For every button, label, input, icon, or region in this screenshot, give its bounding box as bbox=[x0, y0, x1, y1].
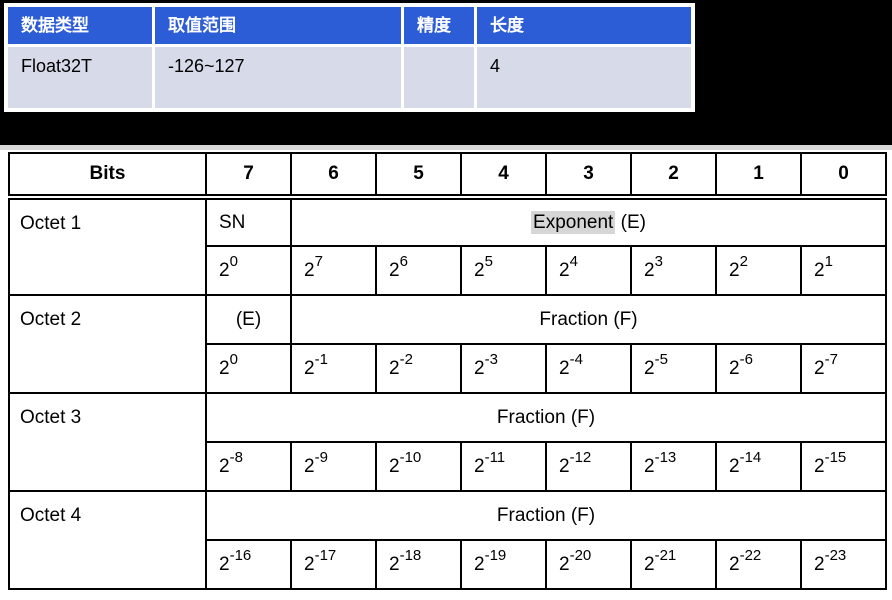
octet1-fields-row: Octet 1 SN Exponent (E) bbox=[8, 196, 887, 296]
octet4-power-7: 2-23 bbox=[800, 539, 887, 590]
octet1-label: Octet 1 bbox=[8, 196, 207, 296]
octet1-power-0: 20 bbox=[205, 245, 292, 296]
octet1-power-3: 25 bbox=[460, 245, 547, 296]
octet4-power-2: 2-18 bbox=[375, 539, 462, 590]
octet1-power-6: 22 bbox=[715, 245, 802, 296]
octet2-power-5: 2-5 bbox=[630, 343, 717, 394]
octet2-powers-row: 20 2-1 2-2 2-3 2-4 2-5 2-6 2-7 bbox=[9, 343, 887, 394]
spec-header-value-range: 取值范围 bbox=[155, 7, 401, 44]
octet3-power-3: 2-11 bbox=[460, 441, 547, 492]
spec-cell-precision bbox=[404, 47, 474, 108]
bit-table: Bits 7 6 5 4 3 2 1 0 Octet 1 SN Exponent… bbox=[8, 152, 887, 590]
spec-header-data-type: 数据类型 bbox=[8, 7, 152, 44]
octet1-power-4: 24 bbox=[545, 245, 632, 296]
octet4-power-5: 2-21 bbox=[630, 539, 717, 590]
exponent-rest-text: (E) bbox=[615, 211, 646, 233]
octet1-power-7: 21 bbox=[800, 245, 887, 296]
octet4-power-0: 2-16 bbox=[205, 539, 292, 590]
octet2-label: Octet 2 bbox=[8, 294, 207, 394]
octet3-power-6: 2-14 bbox=[715, 441, 802, 492]
octet3-label: Octet 3 bbox=[8, 392, 207, 492]
octet2-power-2: 2-2 bbox=[375, 343, 462, 394]
octet4-power-6: 2-22 bbox=[715, 539, 802, 590]
spec-cell-length: 4 bbox=[477, 47, 691, 108]
octet1-powers-row: 20 27 26 25 24 23 22 21 bbox=[9, 245, 887, 296]
bit-header-1: 1 bbox=[715, 152, 802, 200]
bits-header-label: Bits bbox=[8, 152, 207, 200]
octet2-fields-row: Octet 2 (E) Fraction (F) bbox=[8, 294, 887, 394]
octet3-power-1: 2-9 bbox=[290, 441, 377, 492]
bit-header-7: 7 bbox=[205, 152, 292, 200]
octet3-power-0: 2-8 bbox=[205, 441, 292, 492]
octet1-power-1: 27 bbox=[290, 245, 377, 296]
octet2-power-0: 20 bbox=[205, 343, 292, 394]
octet3-power-4: 2-12 bbox=[545, 441, 632, 492]
spec-cell-value-range: -126~127 bbox=[155, 47, 401, 108]
octet2-power-1: 2-1 bbox=[290, 343, 377, 394]
octet2-e-cell: (E) bbox=[205, 294, 292, 345]
octet1-power-2: 26 bbox=[375, 245, 462, 296]
octet2-power-4: 2-4 bbox=[545, 343, 632, 394]
octet1-exponent-cell: Exponent (E) bbox=[290, 196, 887, 247]
divider-strip bbox=[0, 145, 892, 150]
octet4-power-3: 2-19 bbox=[460, 539, 547, 590]
octet4-power-1: 2-17 bbox=[290, 539, 377, 590]
octet4-fraction-cell: Fraction (F) bbox=[205, 490, 887, 541]
spec-header-length: 长度 bbox=[477, 7, 691, 44]
octet2-power-3: 2-3 bbox=[460, 343, 547, 394]
bit-header-6: 6 bbox=[290, 152, 377, 200]
octet3-power-7: 2-15 bbox=[800, 441, 887, 492]
octet1-sn-cell: SN bbox=[205, 196, 292, 247]
octet3-powers-row: 2-8 2-9 2-10 2-11 2-12 2-13 2-14 2-15 bbox=[9, 441, 887, 492]
bit-header-3: 3 bbox=[545, 152, 632, 200]
spec-cell-data-type: Float32T bbox=[8, 47, 152, 108]
octet2-power-7: 2-7 bbox=[800, 343, 887, 394]
octet3-power-2: 2-10 bbox=[375, 441, 462, 492]
top-black-band: 数据类型 取值范围 精度 长度 Float32T -126~127 4 bbox=[0, 0, 892, 145]
bit-header-2: 2 bbox=[630, 152, 717, 200]
octet3-fields-row: Octet 3 Fraction (F) bbox=[8, 392, 887, 492]
octet2-fraction-cell: Fraction (F) bbox=[290, 294, 887, 345]
spec-header-precision: 精度 bbox=[404, 7, 474, 44]
octet2-power-6: 2-6 bbox=[715, 343, 802, 394]
octet4-label: Octet 4 bbox=[8, 490, 207, 590]
octet1-power-5: 23 bbox=[630, 245, 717, 296]
octet3-power-5: 2-13 bbox=[630, 441, 717, 492]
bit-header-0: 0 bbox=[800, 152, 887, 200]
spec-table: 数据类型 取值范围 精度 长度 Float32T -126~127 4 bbox=[4, 3, 695, 112]
octet4-fields-row: Octet 4 Fraction (F) bbox=[8, 490, 887, 590]
octet3-fraction-cell: Fraction (F) bbox=[205, 392, 887, 443]
exponent-highlighted-text: Exponent bbox=[531, 210, 616, 234]
octet4-powers-row: 2-16 2-17 2-18 2-19 2-20 2-21 2-22 2-23 bbox=[9, 539, 887, 590]
bit-header-4: 4 bbox=[460, 152, 547, 200]
bit-table-area: Bits 7 6 5 4 3 2 1 0 Octet 1 SN Exponent… bbox=[0, 150, 892, 590]
bit-header-5: 5 bbox=[375, 152, 462, 200]
bit-table-header-row: Bits 7 6 5 4 3 2 1 0 bbox=[8, 152, 887, 200]
octet4-power-4: 2-20 bbox=[545, 539, 632, 590]
